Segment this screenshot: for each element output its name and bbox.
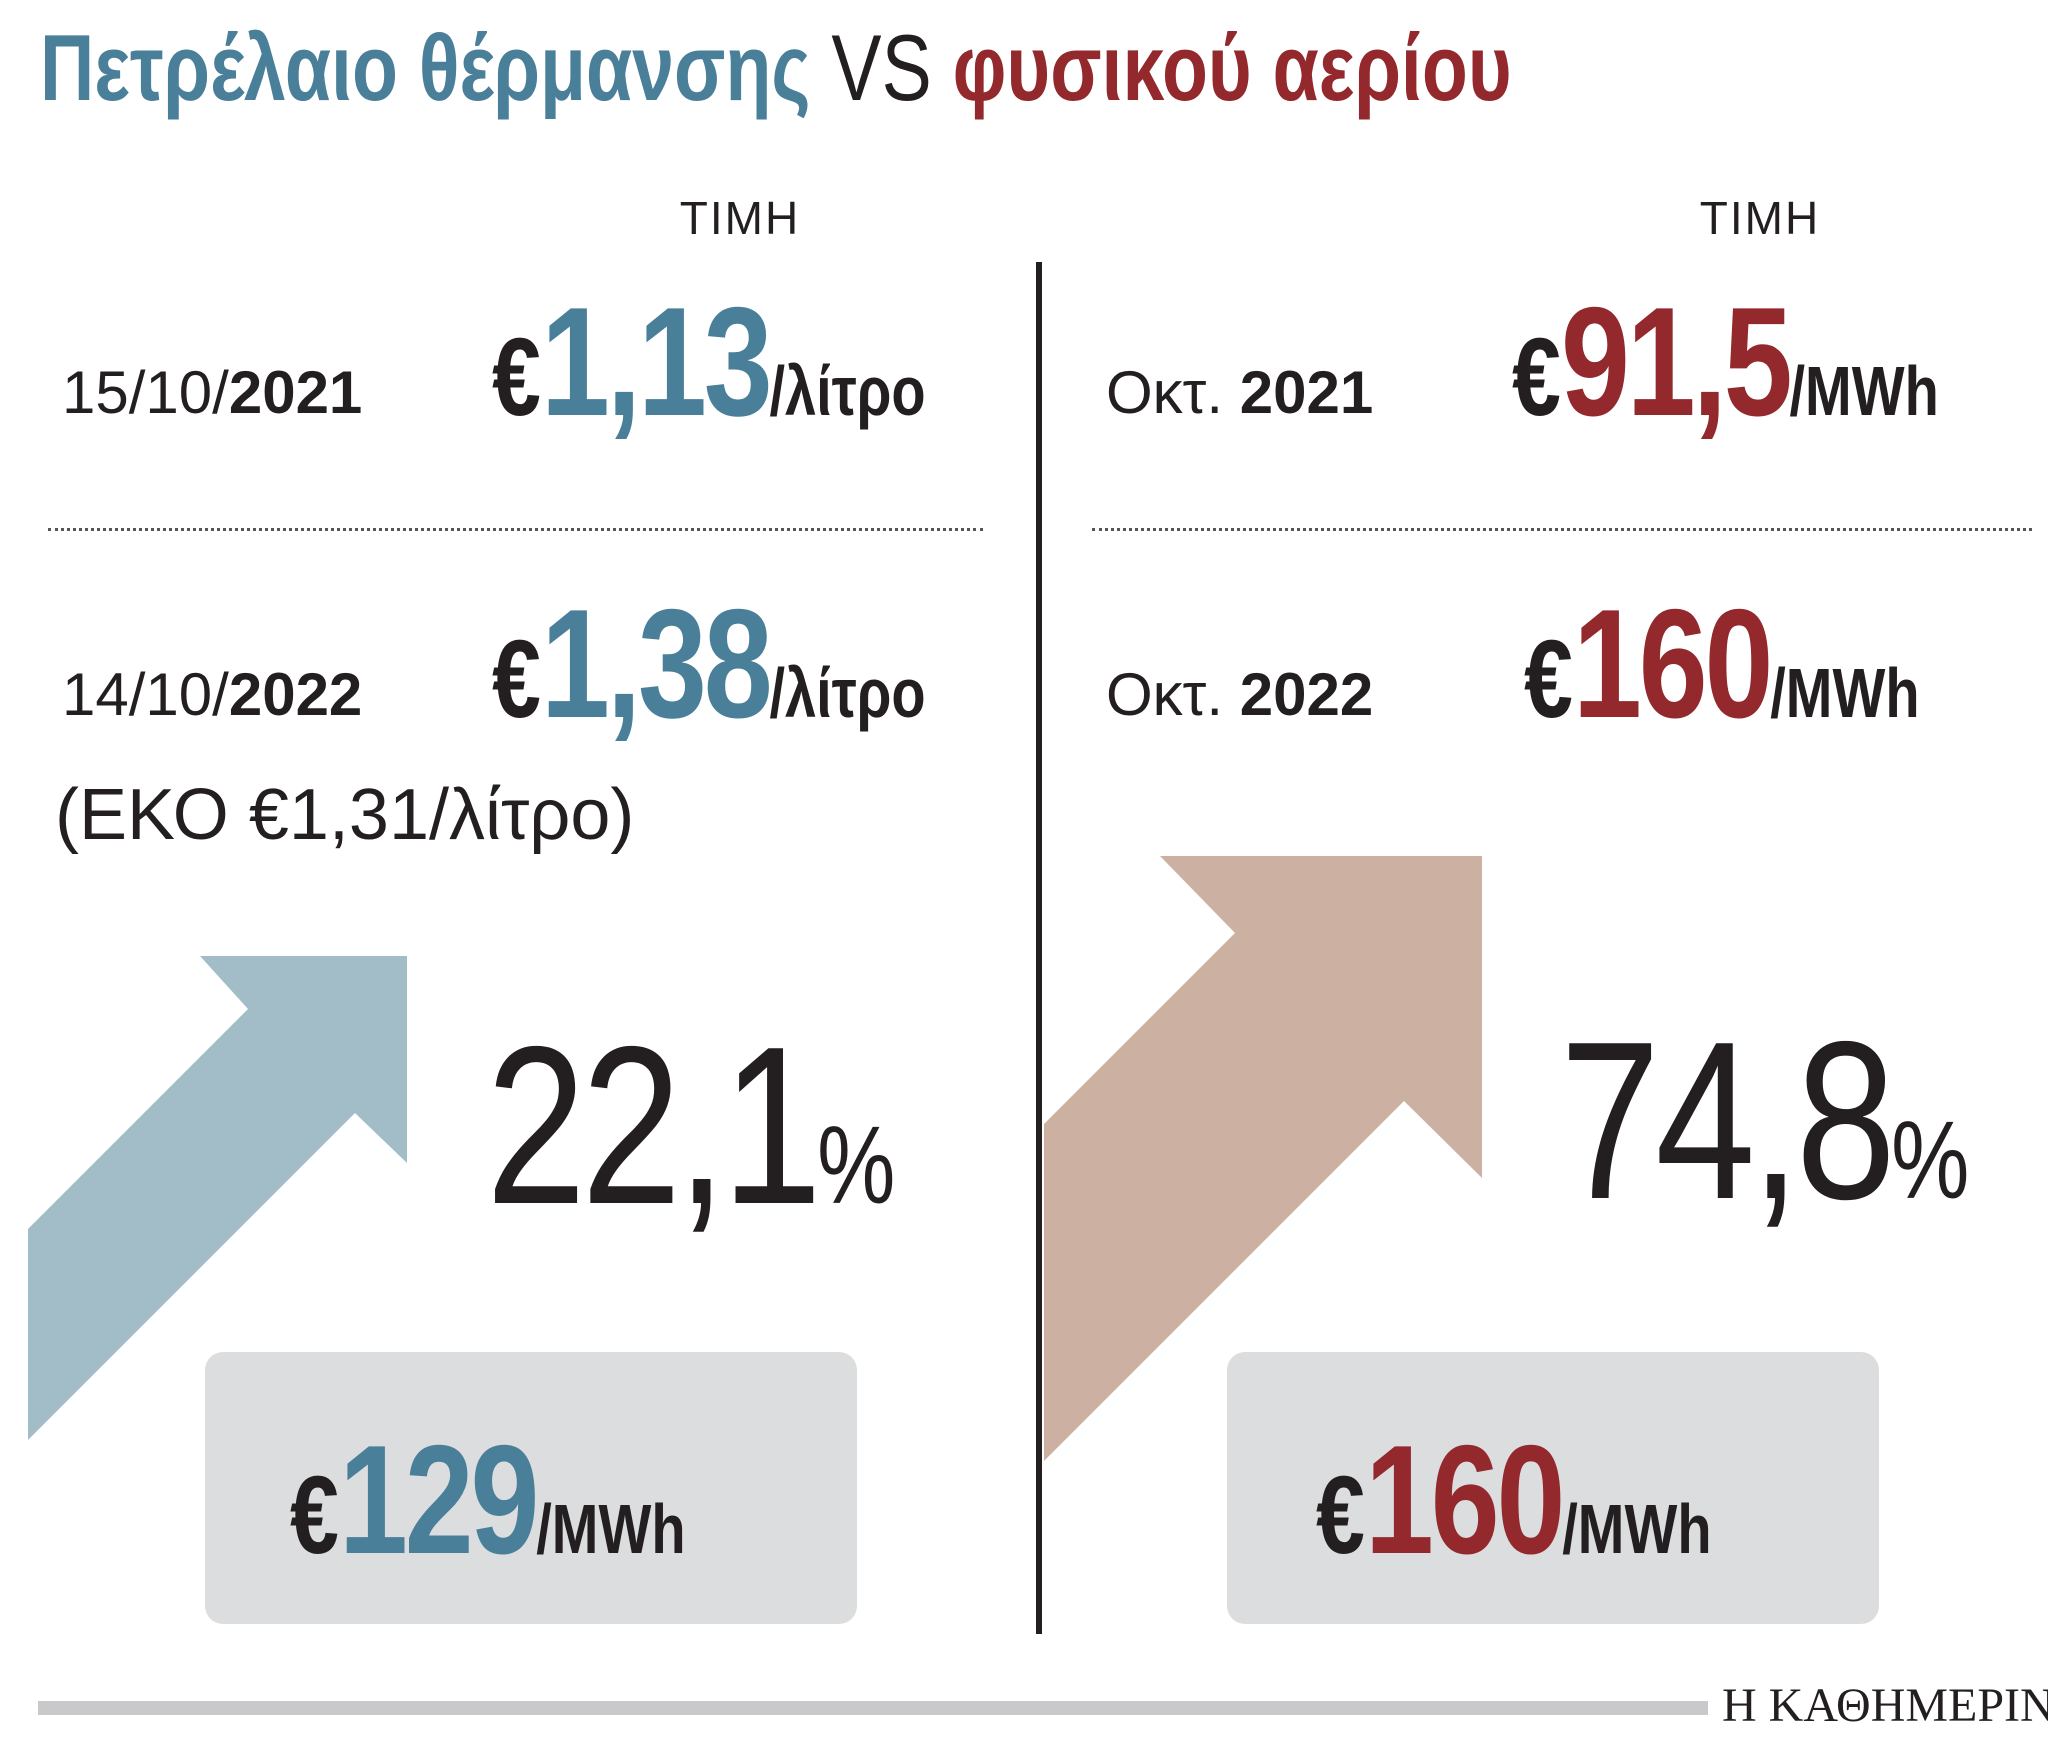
- left-mwh-unit: /MWh: [536, 1490, 686, 1568]
- left-row1-date-prefix: 15/10/: [62, 359, 229, 426]
- right-change-symbol: %: [1891, 1099, 1970, 1222]
- left-row1-euro: €: [492, 316, 541, 439]
- right-mwh-price: €160/MWh: [1316, 1420, 1712, 1629]
- left-change-value: 22,1: [486, 999, 822, 1251]
- left-change-percent: 22,1%: [486, 1005, 895, 1319]
- right-arrow-shape: [1044, 856, 1482, 1461]
- left-row2-price: €1,38/λίτρο: [492, 584, 926, 793]
- left-row2-unit: /λίτρο: [769, 654, 926, 732]
- right-row1-unit: /MWh: [1789, 352, 1939, 430]
- right-row1-date-prefix: Οκτ.: [1106, 359, 1240, 426]
- title-vs: VS: [831, 15, 932, 120]
- left-row1-value: 1,13: [540, 275, 773, 448]
- footer-rule: [38, 1701, 1708, 1715]
- right-row1-date-year: 2021: [1239, 359, 1374, 426]
- title-oil: Πετρέλαιο θέρμανσης: [40, 15, 811, 120]
- left-mwh-euro: €: [290, 1454, 339, 1577]
- page-title: Πετρέλαιο θέρμανσης VS φυσικού αερίου: [40, 8, 1512, 128]
- left-row1-date-year: 2021: [228, 359, 363, 426]
- column-divider: [1036, 262, 1042, 1634]
- right-mwh-unit: /MWh: [1562, 1490, 1712, 1568]
- right-row2-value: 160: [1572, 577, 1773, 750]
- left-dotted-separator: [48, 528, 983, 531]
- right-mwh-box: [1227, 1352, 1879, 1624]
- right-row2-date-prefix: Οκτ.: [1106, 661, 1240, 728]
- left-column-header: ΤΙΜΗ: [679, 192, 801, 244]
- brand-logo: Η ΚΑΘΗΜΕΡΙΝΗ: [1722, 1679, 2048, 1732]
- left-mwh-value: 129: [338, 1413, 539, 1586]
- left-row2-euro: €: [492, 618, 541, 741]
- right-change-percent: 74,8%: [1560, 1000, 1969, 1314]
- left-mwh-price: €129/MWh: [290, 1420, 686, 1629]
- left-row2-date: 14/10/2022: [62, 660, 362, 730]
- left-row2-date-year: 2022: [228, 661, 363, 728]
- right-row2-date: Οκτ. 2022: [1106, 660, 1373, 730]
- title-gas: φυσικού αερίου: [952, 15, 1512, 120]
- right-mwh-value: 160: [1364, 1413, 1565, 1586]
- right-row1-date: Οκτ. 2021: [1106, 358, 1373, 428]
- right-row2-unit: /MWh: [1770, 654, 1920, 732]
- left-row2-date-prefix: 14/10/: [62, 661, 229, 728]
- right-mwh-euro: €: [1316, 1454, 1365, 1577]
- left-change-symbol: %: [817, 1104, 896, 1227]
- right-column-header: ΤΙΜΗ: [1699, 192, 1821, 244]
- right-dotted-separator: [1092, 528, 2032, 531]
- left-arrow-shape: [28, 956, 407, 1440]
- left-mwh-box: [205, 1352, 857, 1624]
- right-row1-value: 91,5: [1560, 275, 1793, 448]
- right-row2-price: €160/MWh: [1524, 584, 1920, 793]
- right-change-value: 74,8: [1560, 994, 1896, 1246]
- left-row2-value: 1,38: [540, 577, 773, 750]
- right-row2-euro: €: [1524, 618, 1573, 741]
- left-row1-unit: /λίτρο: [769, 352, 926, 430]
- eko-price-note: (ΕΚΟ €1,31/λίτρο): [55, 775, 635, 855]
- right-row1-euro: €: [1512, 316, 1561, 439]
- left-row1-date: 15/10/2021: [62, 358, 362, 428]
- right-row2-date-year: 2022: [1239, 661, 1374, 728]
- right-row1-price: €91,5/MWh: [1512, 282, 1939, 491]
- left-row1-price: €1,13/λίτρο: [492, 282, 926, 491]
